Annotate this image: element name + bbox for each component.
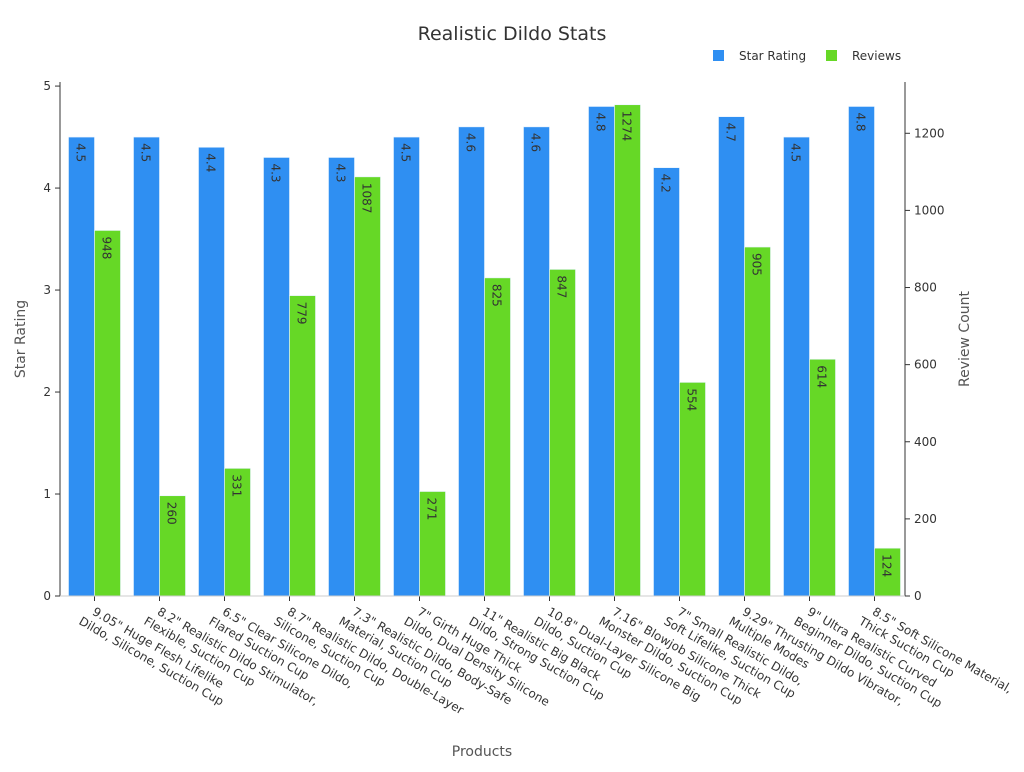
legend-swatch <box>713 50 724 61</box>
data-label: 554 <box>685 388 699 411</box>
data-label: 260 <box>165 502 179 525</box>
data-label: 4.3 <box>269 163 283 182</box>
data-label: 4.6 <box>529 133 543 152</box>
data-label: 331 <box>230 474 244 497</box>
y-tick-label-left: 0 <box>43 589 51 603</box>
bar-star-rating <box>523 126 550 597</box>
data-label: 614 <box>815 365 829 388</box>
bar-star-rating <box>328 157 355 597</box>
legend: Star Rating Reviews <box>713 49 901 63</box>
bar-star-rating <box>263 157 290 597</box>
bar-reviews <box>354 176 381 597</box>
bar-reviews <box>484 277 511 597</box>
data-label: 4.5 <box>399 143 413 162</box>
bar-reviews <box>419 491 446 597</box>
bar-star-rating <box>68 136 95 597</box>
bar-reviews <box>809 358 836 597</box>
data-label: 4.2 <box>659 174 673 193</box>
data-label: 4.5 <box>789 143 803 162</box>
bar-reviews <box>159 495 186 597</box>
bar-reviews <box>874 547 901 597</box>
data-label: 4.8 <box>594 112 608 131</box>
bar-star-rating <box>653 167 680 597</box>
data-label: 271 <box>425 498 439 521</box>
y-tick-label-right: 600 <box>914 358 937 372</box>
bar-star-rating <box>718 116 745 597</box>
legend-swatch <box>826 50 837 61</box>
y-tick-label-right: 1200 <box>914 126 945 140</box>
data-label: 4.7 <box>724 123 738 142</box>
data-label: 4.6 <box>464 133 478 152</box>
data-label: 4.3 <box>334 163 348 182</box>
data-label: 1087 <box>360 183 374 214</box>
y-tick-label-left: 4 <box>43 181 51 195</box>
bar-star-rating <box>393 136 420 597</box>
bar-reviews <box>549 269 576 597</box>
bar-star-rating <box>783 136 810 597</box>
y-tick-label-left: 3 <box>43 283 51 297</box>
bar-star-rating <box>458 126 485 597</box>
bar-reviews <box>679 382 706 597</box>
bar-reviews <box>224 468 251 597</box>
y-tick-label-right: 0 <box>914 589 922 603</box>
data-label: 1274 <box>620 111 634 142</box>
data-label: 905 <box>750 253 764 276</box>
bar-star-rating <box>588 106 615 597</box>
data-label: 4.5 <box>139 143 153 162</box>
y-tick-label-left: 5 <box>43 79 51 93</box>
x-axis-label: Products <box>452 744 512 760</box>
bar-star-rating <box>133 136 160 597</box>
y-tick-label-right: 400 <box>914 435 937 449</box>
y-tick-label-left: 2 <box>43 385 51 399</box>
chart-title: Realistic Dildo Stats <box>418 23 607 45</box>
data-label: 4.8 <box>854 112 868 131</box>
bar-reviews <box>744 246 771 597</box>
bar-star-rating <box>198 146 225 597</box>
bar-reviews <box>94 230 121 597</box>
data-label: 847 <box>555 275 569 298</box>
data-label: 4.5 <box>74 143 88 162</box>
bar-reviews <box>614 104 641 597</box>
data-label: 948 <box>100 236 114 259</box>
legend-label: Reviews <box>852 49 901 63</box>
bar-star-rating <box>848 106 875 597</box>
data-label: 779 <box>295 302 309 325</box>
legend-label: Star Rating <box>739 49 806 63</box>
y-tick-label-right: 800 <box>914 281 937 295</box>
data-label: 825 <box>490 284 504 307</box>
y-axis-label-right: Review Count <box>957 291 973 387</box>
y-tick-label-right: 1000 <box>914 203 945 217</box>
y-axis-label-left: Star Rating <box>13 300 29 378</box>
bar-reviews <box>289 295 316 597</box>
data-label: 4.4 <box>204 153 218 172</box>
y-tick-label-right: 200 <box>914 512 937 526</box>
y-tick-label-left: 1 <box>43 487 51 501</box>
data-label: 124 <box>880 554 894 577</box>
